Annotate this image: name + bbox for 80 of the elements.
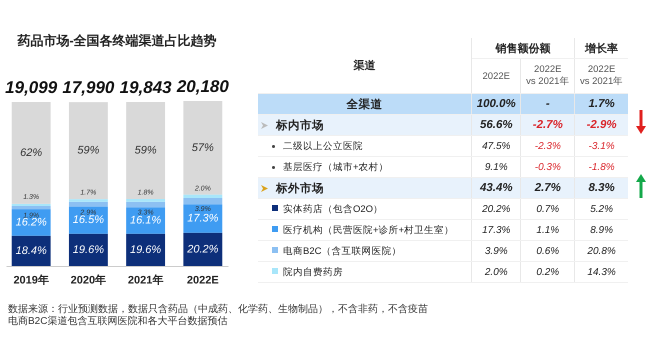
bar <box>183 198 222 204</box>
bar <box>12 102 51 204</box>
bar <box>183 194 222 198</box>
data-label: 19.6% <box>72 244 104 256</box>
text: 100.0% <box>472 94 521 114</box>
bar <box>183 232 222 266</box>
chart-title: 药品市场-全国各终端渠道占比趋势 <box>16 33 217 48</box>
text: -2.7% <box>520 114 575 136</box>
text: 56.6% <box>472 114 521 136</box>
data-label: 16.1% <box>130 214 162 227</box>
text: 20.2% <box>472 198 521 220</box>
bar <box>68 234 108 266</box>
text: 电商B2C渠道包含互联网医院和各大平台数据预估 <box>8 316 228 328</box>
data-label: 18.4% <box>16 244 47 257</box>
data-label: 17.3% <box>187 212 219 225</box>
data-label: 16.2% <box>16 216 47 228</box>
text: 8.9% <box>574 220 628 240</box>
bar <box>126 102 166 199</box>
text: 0.2% <box>520 262 575 282</box>
text: 0.6% <box>520 240 575 262</box>
x-tick-label: 2021年 <box>128 274 164 286</box>
text: 17,990 <box>62 78 115 98</box>
text: -2.9% <box>574 114 628 136</box>
x-tick-label: 2020年 <box>70 274 106 286</box>
text: 2.0% <box>472 262 521 282</box>
text: 2022E vs 2021年 <box>574 58 628 94</box>
bar <box>183 101 222 195</box>
x-tick-label: 2019年 <box>13 274 49 286</box>
bar <box>126 234 166 266</box>
data-label: 62% <box>20 146 42 159</box>
text: 2.7% <box>520 178 575 198</box>
text: 14.3% <box>574 262 628 282</box>
text: 8.3% <box>574 178 628 198</box>
text: 医疗机构（民营医院+诊所+村卫生室） <box>258 220 472 240</box>
text: 增长率 <box>574 38 628 58</box>
data-label: 59% <box>134 144 157 156</box>
text: -0.3% <box>520 156 575 178</box>
bar <box>68 199 108 202</box>
text: 19,843 <box>120 78 172 97</box>
text: 43.4% <box>472 178 521 198</box>
bar <box>68 102 108 200</box>
text: 17.3% <box>472 220 521 240</box>
bar <box>126 202 166 208</box>
text: 2022E <box>472 58 521 94</box>
data-label: 20.2% <box>186 243 219 256</box>
text: -2.3% <box>520 136 575 156</box>
data-label: 16.5% <box>72 214 104 226</box>
data-label: 57% <box>192 142 214 154</box>
text: 标内市场 <box>258 114 472 136</box>
text: - <box>520 94 575 114</box>
text: 全渠道 <box>258 94 472 114</box>
text: -3.1% <box>574 136 628 156</box>
text: 9.1% <box>472 156 521 178</box>
text: 1.7% <box>574 94 628 114</box>
text: 实体药店（包含O2O） <box>258 198 472 220</box>
text: 20,180 <box>176 77 230 96</box>
text: 电商B2C（含互联网医院） <box>258 240 472 262</box>
text: 3.9% <box>472 240 521 262</box>
text: 20.8% <box>574 240 628 262</box>
bar <box>12 206 51 210</box>
text: 1.1% <box>520 220 575 240</box>
text: 2022E vs 2021年 <box>520 58 575 94</box>
text: 院内自费药房 <box>258 262 472 282</box>
bar <box>126 198 166 202</box>
text: 销售额份额 <box>472 38 575 58</box>
text: 标外市场 <box>258 178 472 198</box>
source-note: 数据来源：行业预测数据，数据只含药品（中成药、化学药、生物制品），不含非药，不含疫苗 <box>8 304 428 316</box>
data-label: 59% <box>77 144 100 157</box>
bar <box>68 202 108 207</box>
text: 二级以上公立医院 <box>258 136 472 156</box>
text: 5.2% <box>574 198 628 220</box>
text: 渠道 <box>258 38 472 94</box>
x-tick-label: 2022E <box>186 274 219 286</box>
text: 19,099 <box>5 78 58 97</box>
text: 47.5% <box>472 136 521 156</box>
bar <box>12 204 51 206</box>
data-label: 19.6% <box>130 244 162 256</box>
text: 0.7% <box>520 198 575 220</box>
text: -1.8% <box>574 156 628 178</box>
text: 基层医疗（城市+农村） <box>258 156 472 178</box>
